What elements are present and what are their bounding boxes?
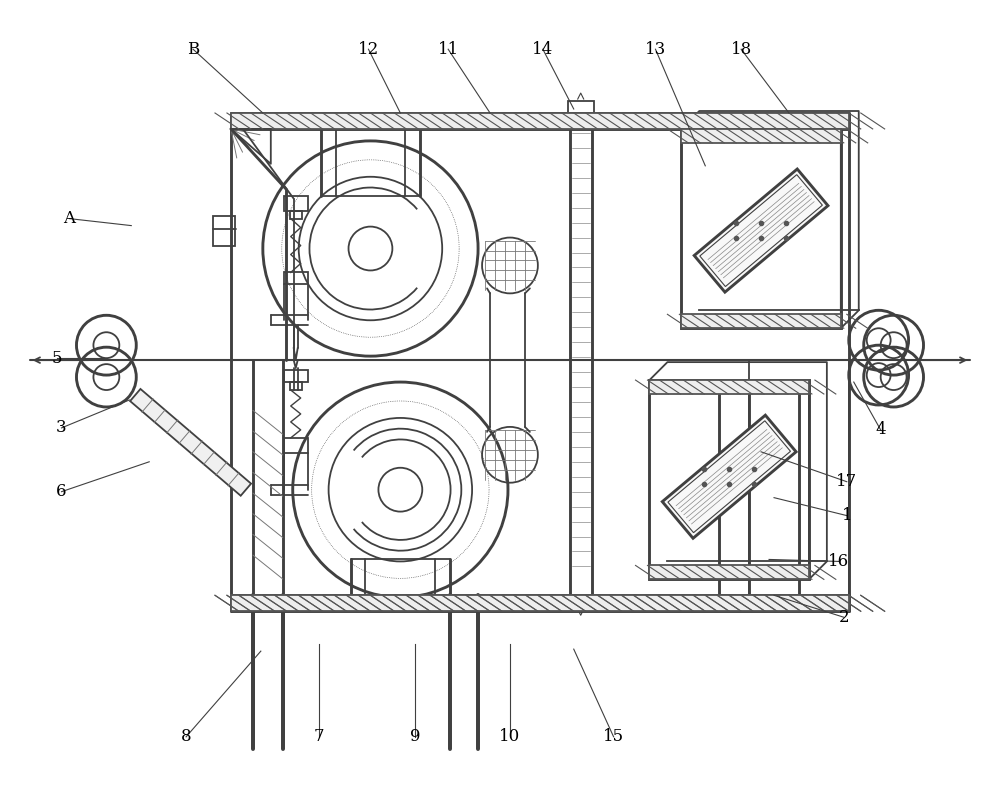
Bar	[231, 595, 849, 611]
Bar	[568, 101, 594, 115]
Bar	[290, 382, 302, 390]
Bar	[649, 380, 809, 579]
Polygon shape	[662, 415, 796, 539]
Bar	[749, 360, 849, 595]
Text: 3: 3	[56, 420, 67, 437]
Bar	[213, 215, 235, 246]
Text: 17: 17	[836, 473, 857, 490]
Bar	[284, 370, 308, 382]
Bar	[681, 129, 841, 328]
Bar	[284, 196, 308, 211]
Text: 18: 18	[731, 41, 752, 57]
Text: 1: 1	[841, 507, 852, 524]
Bar	[649, 380, 809, 394]
Text: 11: 11	[438, 41, 459, 57]
Bar	[568, 598, 594, 611]
Bar	[231, 595, 849, 611]
Text: 5: 5	[51, 350, 62, 366]
Bar	[681, 314, 841, 328]
Text: 10: 10	[499, 729, 521, 745]
Bar	[649, 566, 809, 579]
Text: 15: 15	[603, 729, 624, 745]
Text: 9: 9	[410, 729, 421, 745]
Text: B: B	[187, 41, 199, 57]
Text: A: A	[64, 210, 76, 227]
Bar	[681, 129, 841, 143]
Text: 6: 6	[56, 483, 67, 500]
Text: 7: 7	[313, 729, 324, 745]
Text: 4: 4	[875, 421, 886, 438]
Polygon shape	[694, 169, 828, 292]
Text: 16: 16	[828, 553, 849, 570]
Text: 8: 8	[181, 729, 191, 745]
Text: 13: 13	[645, 41, 666, 57]
Bar	[284, 272, 308, 284]
Text: 12: 12	[358, 41, 379, 57]
Bar	[231, 113, 849, 129]
Text: 2: 2	[838, 609, 849, 626]
Bar	[290, 211, 302, 219]
Polygon shape	[130, 389, 251, 496]
Bar	[284, 438, 308, 452]
Text: 14: 14	[532, 41, 553, 57]
